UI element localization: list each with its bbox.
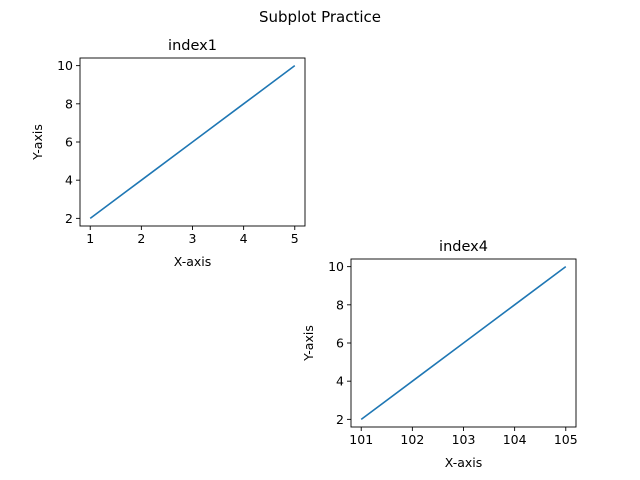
y-tick-label: 6 <box>336 336 344 351</box>
y-tick-label: 4 <box>336 374 344 389</box>
x-tick-label: 4 <box>240 231 248 246</box>
y-tick-label: 10 <box>57 58 73 73</box>
x-axis-label: X-axis <box>445 455 483 470</box>
x-axis-label: X-axis <box>174 254 212 269</box>
subplot-index4: index4 101 102 103 104 105 2 4 6 8 10 X-axis Y-axis <box>301 239 578 470</box>
y-tick-label: 8 <box>65 96 73 111</box>
y-tick-label: 2 <box>65 211 73 226</box>
y-tick-label: 8 <box>336 297 344 312</box>
x-tick-label: 101 <box>349 432 373 447</box>
x-tick-label: 104 <box>503 432 527 447</box>
x-tick-label: 2 <box>137 231 145 246</box>
x-tick-label: 102 <box>400 432 424 447</box>
x-tick-label: 5 <box>291 231 299 246</box>
y-tick-label: 4 <box>65 173 73 188</box>
subplot-title: index1 <box>168 38 217 54</box>
x-tick-label: 103 <box>452 432 476 447</box>
subplot-title: index4 <box>439 239 488 255</box>
series-line <box>360 265 567 421</box>
x-tick-label: 3 <box>189 231 197 246</box>
y-axis-label: Y-axis <box>30 124 45 161</box>
y-tick-label: 6 <box>65 135 73 150</box>
figure-title: Subplot Practice <box>259 8 381 26</box>
y-axis-label: Y-axis <box>301 325 316 362</box>
x-tick-label: 1 <box>86 231 94 246</box>
y-tick-label: 10 <box>328 259 344 274</box>
y-tick-label: 2 <box>336 412 344 427</box>
x-tick-label: 105 <box>554 432 578 447</box>
series-line <box>89 64 296 220</box>
